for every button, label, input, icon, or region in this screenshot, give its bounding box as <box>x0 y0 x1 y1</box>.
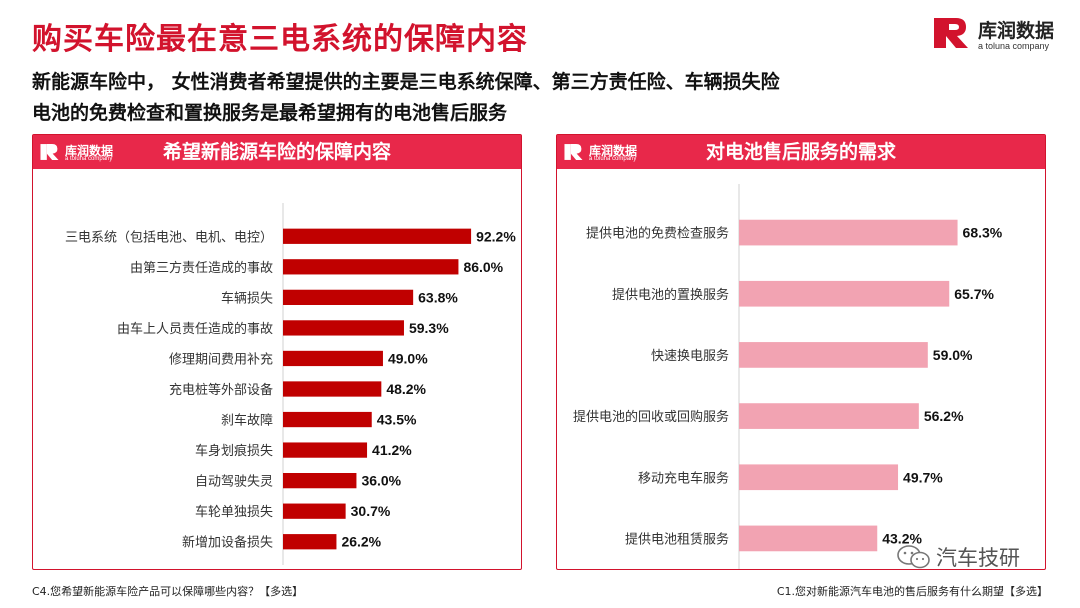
bar <box>283 350 383 367</box>
panel-brand-name: 库润数据 <box>589 144 638 158</box>
category-label: 三电系统（包括电池、电机、电控） <box>65 230 273 245</box>
bar <box>739 342 928 368</box>
category-label: 车辆损失 <box>221 290 273 306</box>
chart-title-right: 对电池售后服务的需求 <box>705 141 896 163</box>
bar <box>283 320 404 336</box>
value-label: 41.2% <box>372 442 412 458</box>
bar <box>283 534 337 550</box>
brand-mark-icon <box>934 18 968 48</box>
page-title: 购买车险最在意三电系统的保障内容 <box>32 22 528 57</box>
bar <box>739 280 950 307</box>
value-label: 48.2% <box>386 381 426 397</box>
category-label: 修理期间费用补充 <box>169 351 273 367</box>
value-label: 43.2% <box>882 530 922 546</box>
category-label: 新增加设备损失 <box>182 535 273 551</box>
chart-title-left: 希望新能源车险的保障内容 <box>162 141 391 163</box>
brand-mark-icon <box>40 144 59 160</box>
panel-brand-name: 库润数据 <box>65 144 114 158</box>
panel-header-left: 库润数据 a toluna company 希望新能源车险的保障内容 <box>33 135 521 169</box>
bar <box>739 219 958 246</box>
category-label: 刹车故障 <box>221 413 273 429</box>
wechat-icon <box>897 545 930 569</box>
subtitle-line-2: 电池的免费检查和置换服务是最希望拥有的电池售后服务 <box>32 102 508 124</box>
bar <box>739 525 878 552</box>
subtitle-line-1: 新能源车险中， 女性消费者希望提供的主要是三电系统保障、第三方责任险、车辆损失险 <box>32 71 780 93</box>
category-label: 充电桩等外部设备 <box>169 382 273 398</box>
bar <box>283 259 459 275</box>
category-label: 提供电池的回收或回购服务 <box>573 409 729 425</box>
value-label: 63.8% <box>418 289 458 305</box>
value-label: 49.7% <box>903 469 943 485</box>
panel-header-right: 库润数据 a toluna company 对电池售后服务的需求 <box>557 135 1045 169</box>
value-label: 86.0% <box>463 259 503 275</box>
value-label: 68.3% <box>963 225 1003 241</box>
bar <box>283 228 472 244</box>
category-label: 快速换电服务 <box>651 348 729 364</box>
value-label: 30.7% <box>351 503 391 519</box>
bar-chart-battery-service: 提供电池的免费检查服务 68.3% 提供电池的置换服务 65.7% 快速换电服务 59.0… <box>573 184 1003 569</box>
brand-logo: 库润数据 a toluna company <box>932 16 1072 52</box>
category-label: 车身划痕损失 <box>195 443 273 459</box>
bar-chart-insurance-coverage: 三电系统（包括电池、电机、电控） 92.2% 由第三方责任造成的事故 86.0% 车辆损… <box>65 203 516 565</box>
brand-name: 库润数据 <box>978 20 1055 42</box>
footnote-right: C1.您对新能源汽车电池的售后服务有什么期望【多选】 <box>776 585 1048 598</box>
value-label: 43.5% <box>377 412 417 428</box>
watermark: 汽车技研 <box>896 542 1076 572</box>
footnote-left: C4.您希望新能源车险产品可以保障哪些内容？【多选】 <box>32 585 304 598</box>
value-label: 92.2% <box>476 228 516 244</box>
value-label: 65.7% <box>954 286 994 302</box>
value-label: 56.2% <box>924 408 964 424</box>
panel-brand-tagline: a toluna company <box>65 156 113 162</box>
category-label: 提供电池的置换服务 <box>612 287 729 303</box>
chart-panel-left: 库润数据 a toluna company 希望新能源车险的保障内容 三电系统（… <box>32 134 522 570</box>
panel-logo-right: 库润数据 a toluna company <box>563 141 663 165</box>
value-label: 49.0% <box>388 350 428 366</box>
bar <box>283 381 382 397</box>
chart-panel-right: 库润数据 a toluna company 对电池售后服务的需求 提供电池的免费… <box>556 134 1046 570</box>
bar <box>283 473 357 489</box>
value-label: 59.0% <box>933 347 973 363</box>
panel-logo-left: 库润数据 a toluna company <box>39 141 139 165</box>
value-label: 26.2% <box>341 534 381 550</box>
panel-brand-tagline: a toluna company <box>589 156 637 162</box>
bar <box>283 442 368 458</box>
brand-tagline: a toluna company <box>978 41 1050 51</box>
value-label: 36.0% <box>361 473 401 489</box>
watermark-text: 汽车技研 <box>936 546 1020 570</box>
bar <box>283 411 372 428</box>
category-label: 提供电池租赁服务 <box>625 531 729 547</box>
category-label: 由车上人员责任造成的事故 <box>117 321 273 337</box>
category-label: 车轮单独损失 <box>195 504 273 520</box>
brand-mark-icon <box>564 144 583 160</box>
bar <box>739 403 919 429</box>
bar <box>283 289 414 305</box>
bar <box>739 464 899 491</box>
category-label: 提供电池的免费检查服务 <box>586 226 729 242</box>
category-label: 自动驾驶失灵 <box>195 475 273 490</box>
category-label: 由第三方责任造成的事故 <box>130 260 273 276</box>
bar <box>283 503 346 519</box>
value-label: 59.3% <box>409 320 449 336</box>
category-label: 移动充电车服务 <box>638 470 729 486</box>
